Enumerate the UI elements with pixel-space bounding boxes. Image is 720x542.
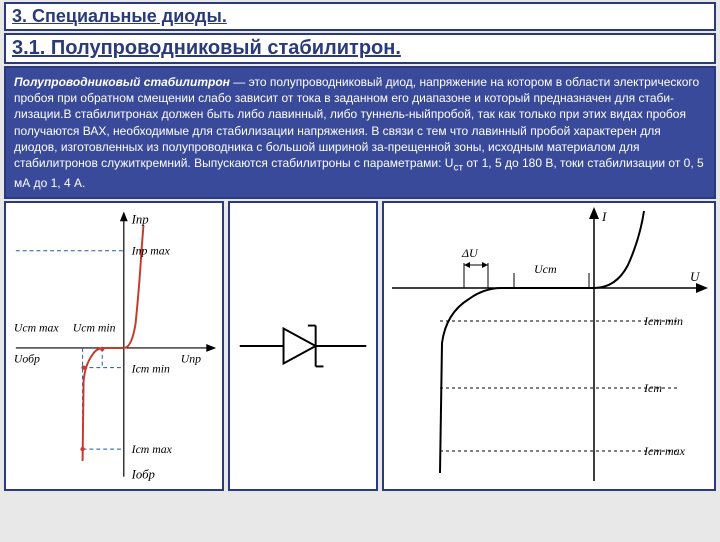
- label-i-right: I: [601, 209, 607, 224]
- label-ustmax: Uст max: [14, 321, 60, 334]
- label-istmax: Iст max: [131, 443, 173, 456]
- zener-symbol: [228, 201, 378, 491]
- subscript-1: ст: [453, 162, 463, 173]
- lead-term: Полупроводниковый стабилитрон: [14, 75, 230, 89]
- iv-curve-left: Iпр Iпр max Uст max Uст min Uобр Uпр Iст…: [4, 201, 224, 491]
- label-iobr: Iобр: [131, 468, 155, 482]
- heading-2-text: 3.1. Полупроводниковый стабилитрон.: [12, 37, 401, 59]
- label-ust-right: Uст: [534, 262, 557, 276]
- label-istmax-right: Iст max: [643, 444, 686, 458]
- label-u-right: U: [690, 269, 701, 284]
- figures-row: Iпр Iпр max Uст max Uст min Uобр Uпр Iст…: [4, 201, 716, 491]
- iv-curve-right: I U ΔU Uст Iст min Iст Iст max: [382, 201, 716, 491]
- label-ist-right: Iст: [643, 381, 662, 395]
- heading-1-text: 3. Специальные диоды.: [12, 6, 227, 26]
- label-ustmin: Uст min: [73, 321, 116, 334]
- label-du: ΔU: [461, 246, 479, 260]
- label-upr: Uпр: [181, 353, 201, 366]
- label-uobr: Uобр: [14, 353, 40, 366]
- definition-paragraph: Полупроводниковый стабилитрон — это полу…: [4, 66, 716, 199]
- label-ipr: Iпр: [131, 212, 149, 226]
- section-title-2: 3.1. Полупроводниковый стабилитрон.: [4, 33, 716, 64]
- section-title-1: 3. Специальные диоды.: [4, 2, 716, 31]
- label-iprmax: Iпр max: [131, 245, 171, 258]
- label-istmin: Iст min: [131, 363, 170, 376]
- label-istmin-right: Iст min: [643, 314, 683, 328]
